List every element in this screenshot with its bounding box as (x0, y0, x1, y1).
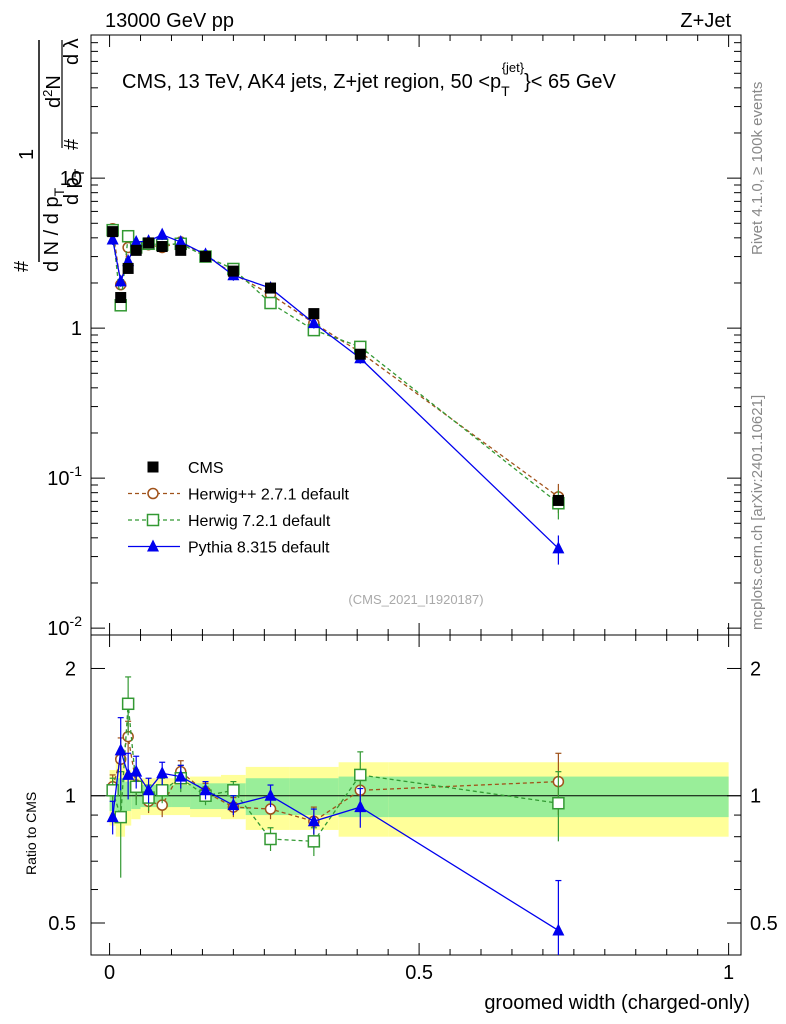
pythia-ratio-point (122, 767, 135, 780)
svg-text:d λ: d λ (61, 38, 83, 65)
cms-data-point (143, 237, 155, 249)
cms-data-point (227, 265, 239, 277)
pythia-ratio-point (307, 814, 320, 827)
herwig-ratio-point (121, 697, 135, 711)
ratio-y-tick-label-right: 2 (750, 658, 761, 680)
legend-marker (147, 487, 159, 500)
cms-data-point (107, 226, 119, 238)
series-layer (106, 222, 565, 955)
cms-data-point (354, 348, 366, 360)
x-tick-label: 0.5 (405, 962, 433, 984)
x-tick-label: 1 (723, 962, 734, 984)
herwig-ratio-point (307, 835, 321, 848)
legend-marker (147, 539, 159, 552)
pythia-ratio-point (264, 788, 277, 801)
header-right: Z+Jet (680, 10, 731, 32)
cms-data-point (175, 244, 187, 256)
pythia-main-point (156, 227, 169, 240)
herwig-ratio-point (552, 796, 565, 810)
herwig-ratio-point (106, 784, 119, 797)
svg-text:d2N: d2N (40, 75, 65, 108)
herwig-ratio-point (264, 832, 277, 846)
y-tick-label: 10-2 (47, 613, 82, 640)
herwig-main-line (112, 228, 559, 498)
ratio-y-tick-label: 2 (65, 658, 76, 680)
herwig-ratio-point (227, 784, 240, 797)
pythia-ratio-point (106, 810, 119, 823)
chart-title: CMS, 13 TeV, AK4 jets, Z+jet region, 50 … (122, 60, 617, 99)
cms-data-point (156, 241, 168, 253)
ratio-panel-frame (90, 634, 742, 956)
cms-data-point (308, 308, 320, 320)
cms-data-point (130, 244, 142, 256)
cms-data-point (122, 262, 134, 274)
cms-data-point (552, 494, 564, 506)
herwig-main-line (112, 230, 559, 504)
pythia-ratio-point (130, 764, 143, 777)
cms-data-point (200, 251, 212, 263)
cms-data-point (265, 282, 277, 294)
pythia-ratio-point (552, 923, 565, 936)
pythia-ratio-point (114, 743, 127, 756)
y-tick-label: 1 (71, 318, 82, 340)
ratio-y-tick-label: 1 (65, 786, 76, 808)
svg-text:d N / d pT: d N / d pT (41, 187, 67, 272)
pythia-main-point (114, 274, 127, 287)
herwig-ratio-point (354, 768, 367, 782)
legend-label: Pythia 8.315 default (188, 540, 330, 557)
legend: CMS Herwig++ 2.7.1 default Herwig 7.2.1 de… (128, 460, 350, 557)
legend-label: CMS (188, 460, 224, 477)
legend-marker (146, 513, 160, 527)
svg-text:1: 1 (16, 149, 38, 160)
legend-label: Herwig++ 2.7.1 default (188, 487, 350, 504)
y-axis-label: # 1 d N / d pT # d pT d λ d2N (11, 38, 87, 272)
x-axis-label: groomed width (charged-only) (484, 992, 750, 1014)
legend-marker (147, 461, 159, 473)
y-tick-label: 10-1 (47, 463, 82, 490)
ratio-y-tick-label-right: 0.5 (750, 913, 778, 935)
uncertainty-bands (91, 762, 741, 837)
herwig-main-point (264, 296, 277, 310)
pythia-ratio-point (354, 800, 367, 813)
pythia-ratio-point (174, 769, 187, 782)
legend-label: Herwig 7.2.1 default (188, 513, 331, 530)
svg-text:#: # (11, 260, 33, 272)
herwig-ratio-point (155, 784, 169, 797)
x-tick-label: 0 (104, 962, 115, 984)
pythia-main-point (130, 235, 143, 248)
pythia-main-point (307, 316, 320, 329)
rivet-label: Rivet 4.1.0, ≥ 100k events (749, 82, 766, 255)
axes: 0 0.5 1 10-2 10-1 1 10 0.5 0.5 1 1 2 2 (47, 34, 778, 984)
analysis-watermark: (CMS_2021_I1920187) (348, 592, 483, 607)
pythia-main-point (174, 235, 187, 248)
mcplots-label: mcplots.cern.ch [arXiv:2401.10621] (749, 395, 766, 630)
pythia-main-point (552, 541, 565, 554)
herwig-main-point (121, 229, 135, 243)
header-left: 13000 GeV pp (105, 10, 234, 32)
pythia-ratio-point (156, 766, 169, 779)
ratio-y-tick-label: 0.5 (48, 913, 76, 935)
pythia-ratio-point (199, 783, 212, 796)
pythia-ratio-point (227, 798, 240, 811)
y-tick-label: 10 (60, 168, 82, 190)
ratio-y-label: Ratio to CMS (23, 792, 39, 875)
pythia-main-point (106, 232, 119, 245)
pythia-ratio-point (142, 783, 155, 796)
cms-data-point (115, 292, 127, 304)
svg-text:#: # (61, 138, 83, 150)
ratio-y-tick-label-right: 1 (750, 786, 761, 808)
